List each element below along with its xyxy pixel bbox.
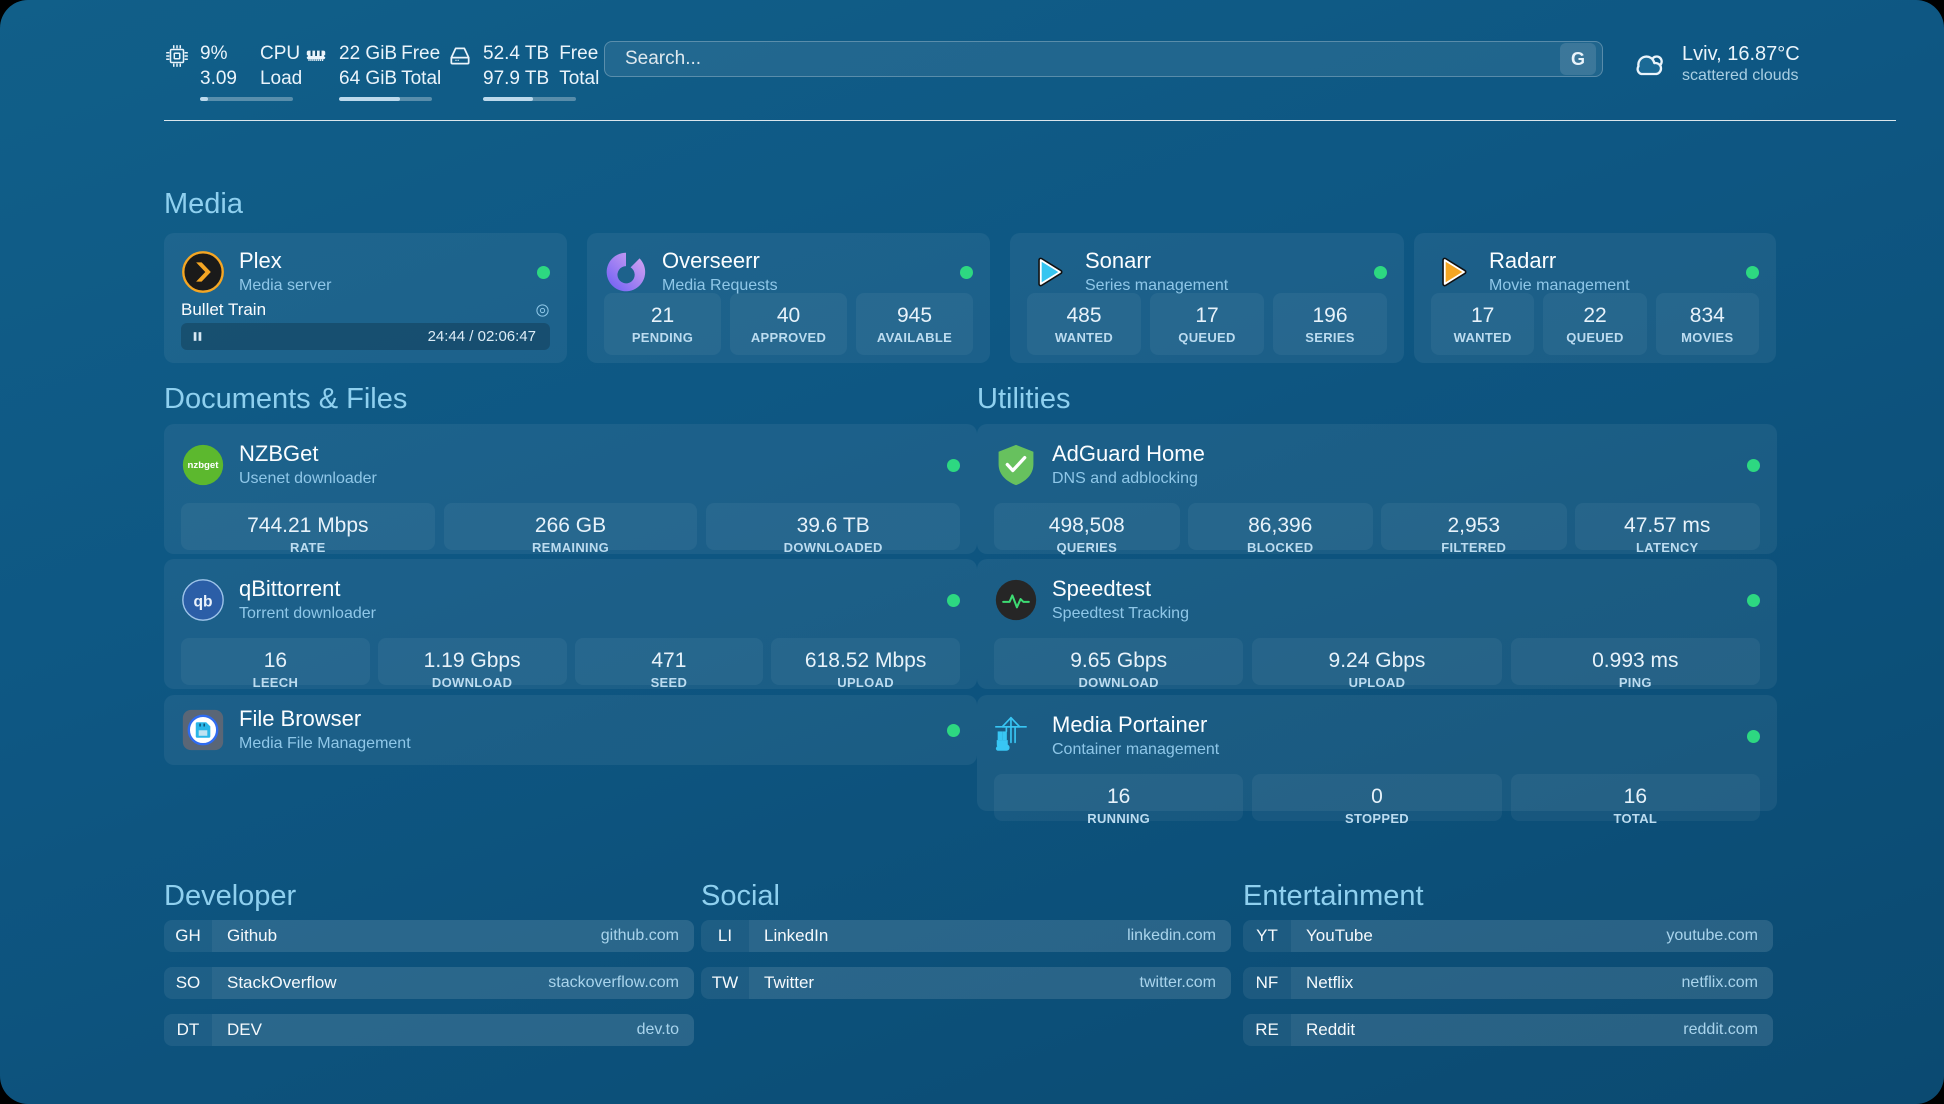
svg-text:nzbget: nzbget — [188, 460, 220, 471]
svg-text:qb: qb — [193, 593, 212, 610]
